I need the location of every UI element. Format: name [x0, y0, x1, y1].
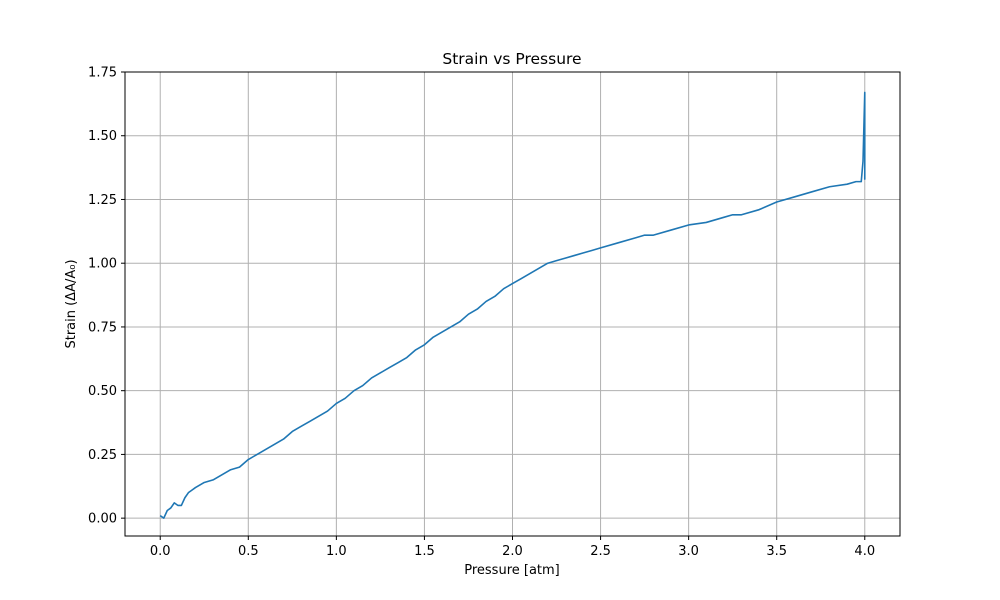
x-tick-label: 2.5: [590, 544, 611, 559]
y-tick-label: 1.00: [88, 257, 117, 272]
y-tick-label: 0.50: [88, 384, 117, 399]
x-tick-label: 3.5: [766, 544, 787, 559]
y-tick-label: 0.25: [88, 448, 117, 463]
x-tick-label: 0.0: [150, 544, 171, 559]
chart-title: Strain vs Pressure: [442, 50, 581, 68]
x-tick-label: 1.0: [326, 544, 347, 559]
x-tick-label: 2.0: [502, 544, 523, 559]
y-tick-label: 0.75: [88, 320, 117, 335]
x-tick-label: 1.5: [414, 544, 435, 559]
series-line: [159, 91, 866, 519]
series-layer: [159, 91, 866, 519]
x-tick-label: 0.5: [238, 544, 259, 559]
x-tick-label: 4.0: [854, 544, 875, 559]
y-tick-label: 1.50: [88, 129, 117, 144]
x-tick-label: 3.0: [678, 544, 699, 559]
y-axis-ticks: 0.00 0.25 0.50 0.75 1.00 1.25 1.50 1.75: [88, 66, 125, 527]
x-axis-ticks: 0.0 0.5 1.0 1.5 2.0 2.5 3.0 3.5 4.0: [150, 536, 875, 559]
y-tick-label: 1.75: [88, 66, 117, 81]
y-tick-label: 1.25: [88, 193, 117, 208]
y-tick-label: 0.00: [88, 512, 117, 527]
x-axis-label: Pressure [atm]: [464, 563, 560, 578]
y-axis-label: Strain (ΔA/A₀): [64, 259, 79, 348]
